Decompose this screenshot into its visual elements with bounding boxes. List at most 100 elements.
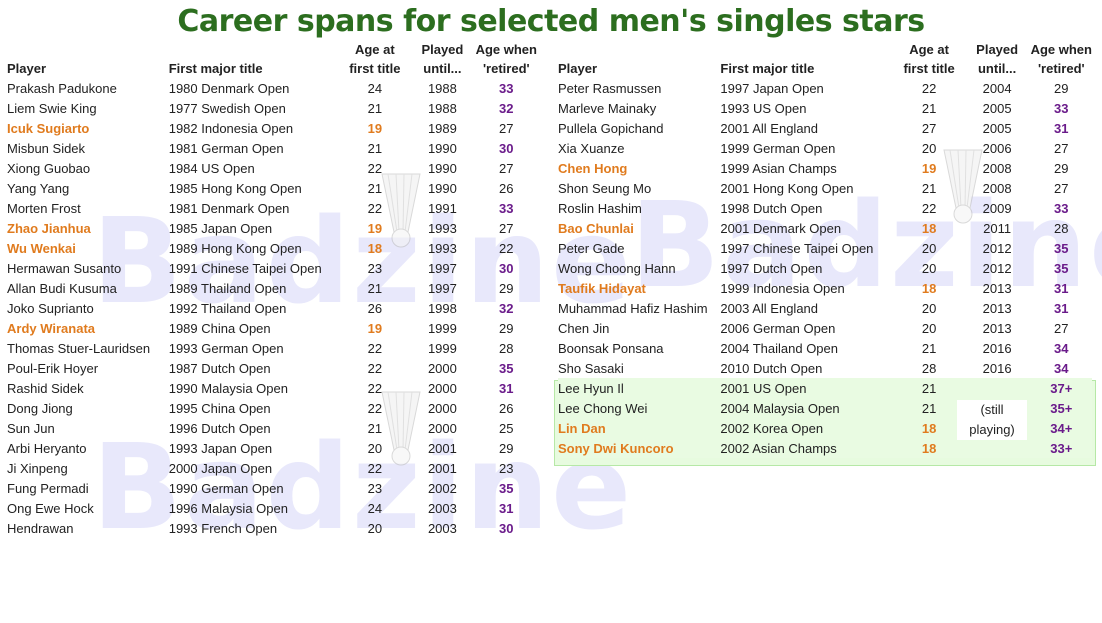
first-title-cell: 1977 Swedish Open [168, 100, 286, 116]
age-cell: 22 [367, 380, 383, 396]
header-first-title: First major title [720, 61, 815, 76]
table-row: Ong Ewe Hock 1996 Malaysia Open 24 2003 31 [7, 498, 537, 518]
retired-age-cell: 31 [1054, 300, 1069, 316]
retired-age-cell: 34 [1054, 340, 1069, 356]
played-until-cell: 2008 [982, 160, 1012, 176]
table-row: Boonsak Ponsana 2004 Thailand Open 21 2016 3… [558, 338, 1092, 358]
played-until-cell: 2003 [427, 520, 457, 536]
first-title-cell: 1996 Dutch Open [168, 420, 271, 436]
table-row: Hermawan Susanto 1991 Chinese Taipei Open… [7, 258, 537, 278]
header-age: Age at first title [349, 42, 401, 76]
table-row: Muhammad Hafiz Hashim 2003 All England 20 2… [558, 298, 1092, 318]
age-cell: 19 [921, 160, 937, 176]
age-cell: 21 [367, 180, 383, 196]
player-cell: Dong Jiong [7, 400, 73, 416]
first-title-cell: 1981 Denmark Open [168, 200, 290, 216]
played-until-cell: 2016 [982, 360, 1012, 376]
header-row: Player First major title Age at first tit… [7, 40, 537, 78]
age-cell: 21 [367, 280, 383, 296]
age-cell: 24 [367, 500, 383, 516]
played-until-cell [963, 438, 1031, 458]
played-until-cell: 1988 [427, 100, 457, 116]
player-cell: Sho Sasaki [558, 360, 624, 376]
first-title-cell: 1999 Asian Champs [720, 160, 837, 176]
first-title-cell: 1998 Dutch Open [720, 200, 823, 216]
played-until-cell: 1993 [427, 240, 457, 256]
played-until-cell: 1998 [427, 300, 457, 316]
retired-age-cell: 26 [499, 400, 514, 416]
header-retired: Age when'retired' [475, 42, 537, 76]
table-row: Rashid Sidek 1990 Malaysia Open 22 2000 31 [7, 378, 537, 398]
retired-age-cell: 25 [499, 420, 514, 436]
player-cell: Lin Dan [558, 418, 721, 438]
age-cell: 22 [367, 360, 383, 376]
retired-age-cell: 29 [499, 440, 514, 456]
table-row: Chen Hong 1999 Asian Champs 19 2008 29 [558, 158, 1092, 178]
player-cell: Shon Seung Mo [558, 180, 652, 196]
played-until-cell: 1997 [427, 280, 457, 296]
first-title-cell: 2001 Hong Kong Open [720, 180, 854, 196]
player-cell: Allan Budi Kusuma [7, 280, 117, 296]
player-cell: Taufik Hidayat [558, 280, 646, 296]
first-title-cell: 1996 Malaysia Open [168, 500, 288, 516]
first-title-cell: 2004 Malaysia Open [720, 398, 895, 418]
first-title-cell: 2004 Thailand Open [720, 340, 838, 356]
player-cell: Misbun Sidek [7, 140, 86, 156]
played-until-cell: 1993 [427, 220, 457, 236]
player-cell: Roslin Hashim [558, 200, 642, 216]
played-until-cell: 1991 [427, 200, 457, 216]
table-row: Shon Seung Mo 2001 Hong Kong Open 21 2008 27 [558, 178, 1092, 198]
age-cell: 21 [894, 398, 964, 418]
played-until-cell: 2000 [427, 420, 457, 436]
retired-age-cell: 33 [1054, 200, 1069, 216]
table-row: Sun Jun 1996 Dutch Open 21 2000 25 [7, 418, 537, 438]
player-cell: Bao Chunlai [558, 220, 634, 236]
played-until-cell: 2012 [982, 240, 1012, 256]
retired-age-cell: 35 [499, 360, 514, 376]
player-cell: Lee Chong Wei [558, 398, 721, 418]
first-title-cell: 2000 Japan Open [168, 460, 273, 476]
player-cell: Zhao Jianhua [7, 220, 91, 236]
first-title-cell: 1997 Chinese Taipei Open [720, 240, 874, 256]
played-until-cell: 2000 [427, 400, 457, 416]
retired-age-cell: 23 [499, 460, 514, 476]
age-cell: 22 [921, 80, 937, 96]
player-cell: Fung Permadi [7, 480, 89, 496]
header-player: Player [7, 61, 47, 76]
played-until-cell: 1990 [427, 140, 457, 156]
player-cell: Hendrawan [7, 520, 74, 536]
age-cell: 20 [367, 520, 383, 536]
shuttlecock-icon [381, 391, 421, 466]
age-cell: 22 [921, 200, 937, 216]
first-title-cell: 1990 Malaysia Open [168, 380, 288, 396]
retired-age-cell: 33 [499, 200, 514, 216]
table-row: Prakash Padukone 1980 Denmark Open 24 1988 3… [7, 78, 537, 98]
retired-age-cell: 29 [1054, 80, 1069, 96]
player-cell: Wong Choong Hann [558, 260, 676, 276]
played-until-cell: 1999 [427, 340, 457, 356]
retired-age-cell: 22 [499, 240, 514, 256]
first-title-cell: 1997 Japan Open [720, 80, 824, 96]
table-row: Morten Frost 1981 Denmark Open 22 1991 33 [7, 198, 537, 218]
retired-age-cell: 31 [1054, 280, 1069, 296]
table-row: Ji Xinpeng 2000 Japan Open 22 2001 23 [7, 458, 537, 478]
table-row: Sho Sasaki 2010 Dutch Open 28 2016 34 [558, 358, 1092, 378]
age-cell: 22 [367, 160, 383, 176]
player-cell: Lee Hyun Il [558, 378, 721, 398]
retired-age-cell: 35 [499, 480, 514, 496]
table-row: Fung Permadi 1990 German Open 23 2002 35 [7, 478, 537, 498]
still-playing-note: (still playing) [957, 400, 1027, 440]
player-cell: Xiong Guobao [7, 160, 91, 176]
retired-age-cell: 30 [499, 260, 514, 276]
player-cell: Rashid Sidek [7, 380, 84, 396]
player-cell: Peter Rasmussen [558, 80, 662, 96]
header-retired: Age when'retired' [1030, 42, 1092, 76]
player-cell: Morten Frost [7, 200, 81, 216]
table-row: Liem Swie King 1977 Swedish Open 21 1988 32 [7, 98, 537, 118]
played-until-cell: 2011 [983, 220, 1012, 236]
retired-age-cell: 28 [1054, 220, 1069, 236]
table-row: Allan Budi Kusuma 1989 Thailand Open 21 199… [7, 278, 537, 298]
table-row: Wong Choong Hann 1997 Dutch Open 20 2012 35 [558, 258, 1092, 278]
table-row: Lee Hyun Il 2001 US Open 21 37+ [558, 378, 1092, 398]
age-cell: 26 [367, 300, 383, 316]
